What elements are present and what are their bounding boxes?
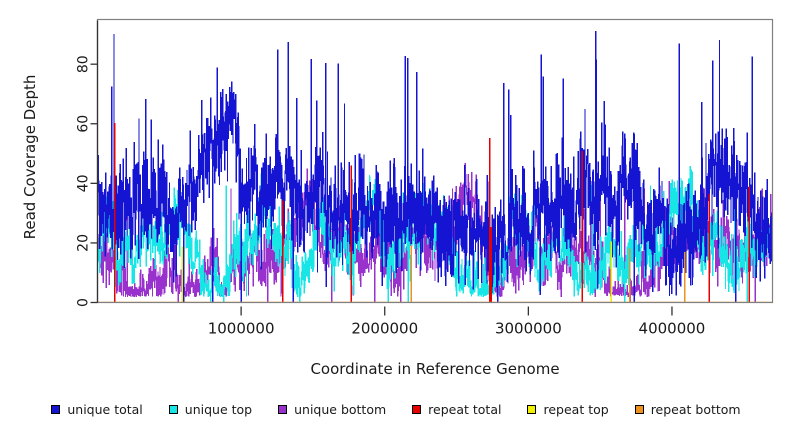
legend-item: unique bottom (278, 402, 386, 417)
x-tick-label: 3000000 (495, 320, 562, 338)
chart-legend: unique total unique top unique bottom repea… (0, 398, 792, 420)
data-layer (97, 30, 773, 303)
legend-item: repeat total (412, 402, 501, 417)
legend-item: repeat top (527, 401, 609, 417)
y-axis-title: Read Coverage Depth (21, 74, 39, 240)
legend-item-label: unique top (184, 401, 253, 417)
y-tick-label: 40 (76, 174, 92, 192)
x-tick-label: 1000000 (208, 320, 275, 338)
legend-item: unique total (51, 401, 143, 417)
legend-item-label: unique total (67, 401, 143, 417)
square-swatch (168, 404, 178, 414)
legend-item: unique top (168, 401, 253, 417)
x-axis-title: Coordinate in Reference Genome (310, 360, 560, 378)
legend-item-label: repeat top (543, 401, 609, 417)
square-swatch (527, 404, 537, 414)
plot-frame (96, 18, 774, 304)
square-swatch (412, 404, 422, 414)
y-tick-label: 0 (76, 298, 92, 307)
legend-item-label: repeat bottom (650, 401, 741, 417)
legend-item-label: unique bottom (294, 401, 387, 417)
legend-item-label: repeat total (428, 401, 502, 417)
square-swatch (634, 404, 644, 414)
series-line-unique-total (97, 30, 773, 303)
y-tick-label: 80 (76, 55, 92, 73)
axis-ticks: 0 20 40 60 80 1000000 2000000 3000000 4000000 (76, 55, 706, 337)
x-tick-label: 2000000 (351, 320, 418, 338)
legend-item: repeat bottom (634, 401, 741, 417)
y-tick-label: 60 (76, 115, 92, 133)
x-tick-label: 4000000 (639, 320, 706, 338)
square-swatch (278, 404, 288, 414)
y-tick-label: 20 (76, 234, 92, 252)
square-swatch (51, 404, 61, 414)
